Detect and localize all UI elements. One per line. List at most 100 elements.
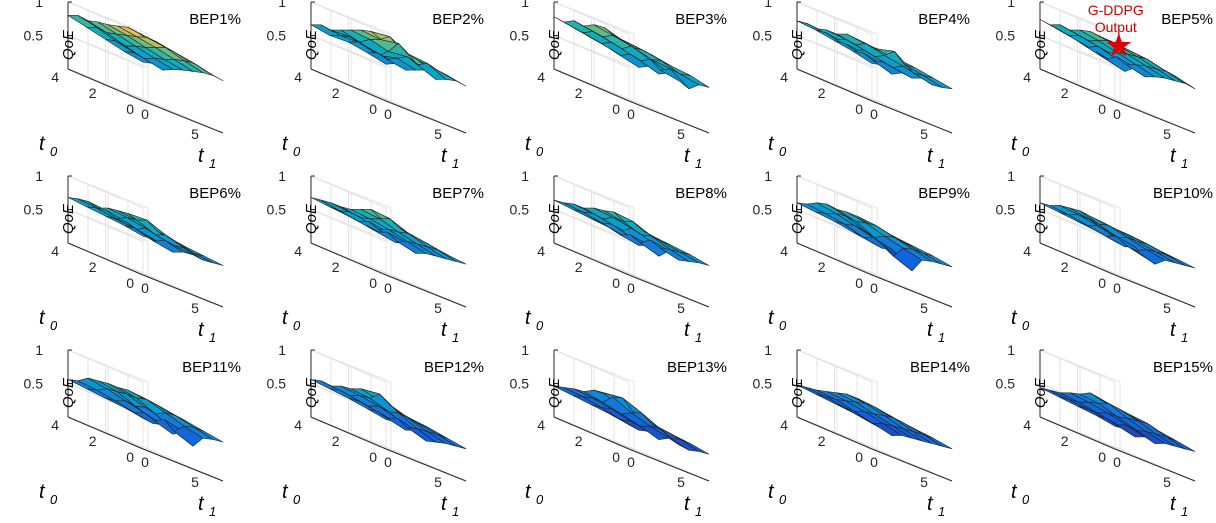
t0-tick-label: 2 <box>575 85 583 101</box>
annotation-text: G-DDPG <box>1088 2 1144 18</box>
t0-tick-label: 4 <box>537 417 545 433</box>
qoe-tick-label: 0.5 <box>510 202 530 218</box>
t0-axis-label: t <box>768 481 775 503</box>
t0-tick-label: 4 <box>294 243 302 259</box>
t1-axis-label-sub: 1 <box>938 156 945 171</box>
t1-axis-label: t <box>198 145 205 167</box>
t0-tick-label: 0 <box>1098 101 1106 117</box>
t0-axis-label-sub: 0 <box>536 492 544 507</box>
t0-axis-label: t <box>768 307 775 329</box>
t0-tick-label: 4 <box>780 69 788 85</box>
t1-tick-label: 0 <box>1113 280 1121 296</box>
t0-axis-label-sub: 0 <box>50 318 58 333</box>
grid-line <box>1039 175 1116 209</box>
t0-axis-label-sub: 0 <box>536 144 544 159</box>
qoe-tick-label: 0.5 <box>267 376 287 392</box>
t0-tick-label: 0 <box>369 101 377 117</box>
t0-tick-label: 2 <box>818 433 826 449</box>
t0-tick-label: 2 <box>818 85 826 101</box>
t0-tick-label: 4 <box>780 243 788 259</box>
surface-patch <box>194 63 224 81</box>
t1-axis <box>142 100 224 134</box>
t0-tick-label: 4 <box>537 243 545 259</box>
t0-tick-label: 4 <box>51 417 59 433</box>
surface-patch <box>437 433 467 450</box>
panel-title: BEP2% <box>432 11 484 28</box>
surface-patch <box>320 199 351 213</box>
panel-title: BEP6% <box>189 185 241 202</box>
qoe-axis-label: QoE <box>789 203 806 234</box>
t1-axis <box>142 448 224 482</box>
t0-tick-label: 2 <box>332 433 340 449</box>
qoe-tick-label: 1 <box>1007 168 1015 184</box>
panel-title: BEP12% <box>424 359 484 376</box>
surface-patch <box>417 63 447 80</box>
t0-axis-label-sub: 0 <box>779 144 787 159</box>
t0-axis <box>1039 242 1116 276</box>
qoe-axis-label: QoE <box>60 203 77 234</box>
t1-axis-label: t <box>927 319 934 341</box>
t0-tick-label: 4 <box>537 69 545 85</box>
t1-tick-label: 0 <box>627 280 635 296</box>
qoe-axis-label: QoE <box>303 29 320 60</box>
t1-tick-label: 0 <box>1113 454 1121 470</box>
qoe-tick-label: 0.5 <box>267 28 287 44</box>
t0-axis <box>67 242 144 276</box>
qoe-axis-label: QoE <box>60 29 77 60</box>
t0-tick-label: 2 <box>575 259 583 275</box>
t1-axis <box>142 274 224 308</box>
t1-tick-label: 5 <box>1163 474 1171 490</box>
t0-tick-label: 0 <box>612 275 620 291</box>
t1-axis-label-sub: 1 <box>938 330 945 345</box>
qoe-tick-label: 1 <box>521 342 529 358</box>
t0-tick-label: 2 <box>89 85 97 101</box>
qoe-axis-label: QoE <box>303 377 320 408</box>
t0-axis-label: t <box>39 133 46 155</box>
t0-axis-label: t <box>525 481 532 503</box>
t1-axis-label: t <box>1170 145 1177 167</box>
qoe-tick-label: 1 <box>278 0 286 10</box>
surface-patch <box>680 439 710 455</box>
qoe-tick-label: 0.5 <box>510 376 530 392</box>
t0-tick-label: 2 <box>818 259 826 275</box>
t1-tick-label: 5 <box>920 126 928 142</box>
grid-line <box>796 35 873 68</box>
t1-axis <box>1114 274 1196 308</box>
t1-tick-label: 5 <box>920 300 928 316</box>
grid-line <box>553 349 630 383</box>
grid-line <box>1039 35 1116 68</box>
panel-title: BEP7% <box>432 185 484 202</box>
panel-title: BEP15% <box>1153 359 1213 376</box>
t0-tick-label: 2 <box>332 259 340 275</box>
t1-tick-label: 0 <box>870 280 878 296</box>
t1-axis-label: t <box>198 319 205 341</box>
t0-axis <box>553 242 630 276</box>
t1-axis-label-sub: 1 <box>1181 330 1188 345</box>
qoe-tick-label: 1 <box>278 342 286 358</box>
t1-axis <box>385 100 467 134</box>
t1-axis-label: t <box>684 319 691 341</box>
t1-tick-label: 5 <box>1163 126 1171 142</box>
t0-tick-label: 0 <box>612 449 620 465</box>
t1-axis-label: t <box>927 493 934 515</box>
grid-line <box>310 35 387 68</box>
panel-title: BEP5% <box>1161 11 1213 28</box>
t0-axis-label: t <box>1011 133 1018 155</box>
qoe-tick-label: 1 <box>1007 0 1015 10</box>
t1-axis <box>628 100 710 134</box>
t0-axis <box>310 242 387 276</box>
grid-line <box>310 175 387 209</box>
t0-tick-label: 0 <box>369 275 377 291</box>
t0-axis <box>67 68 144 102</box>
t0-axis-label: t <box>1011 307 1018 329</box>
surface-patch <box>680 73 710 88</box>
panel-title: BEP8% <box>675 185 727 202</box>
surface-patch <box>680 251 710 266</box>
qoe-tick-label: 1 <box>278 168 286 184</box>
t0-tick-label: 0 <box>855 275 863 291</box>
qoe-tick-label: 0.5 <box>24 28 44 44</box>
